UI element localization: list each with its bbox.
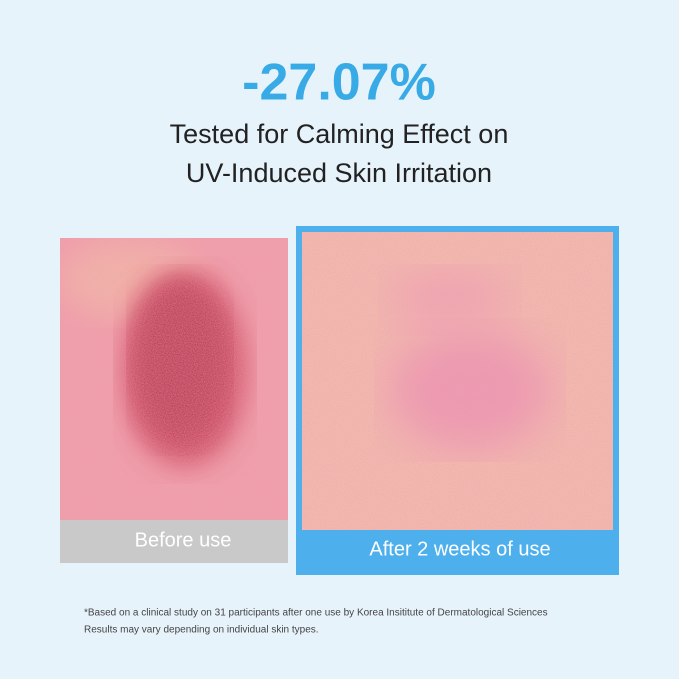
headline: -27.07%: [242, 54, 436, 112]
after-label: After 2 weeks of use: [369, 538, 550, 560]
subtitle: UV-Induced Skin Irritation: [186, 158, 492, 188]
subtitle: Tested for Calming Effect on: [170, 119, 509, 149]
footnote: *Based on a clinical study on 31 partici…: [84, 608, 548, 619]
before-label-bg: [60, 520, 288, 563]
footnote: Results may vary depending on individual…: [84, 625, 319, 636]
after-image: [302, 232, 613, 530]
before-image: [60, 238, 288, 520]
before-label: Before use: [135, 529, 232, 551]
